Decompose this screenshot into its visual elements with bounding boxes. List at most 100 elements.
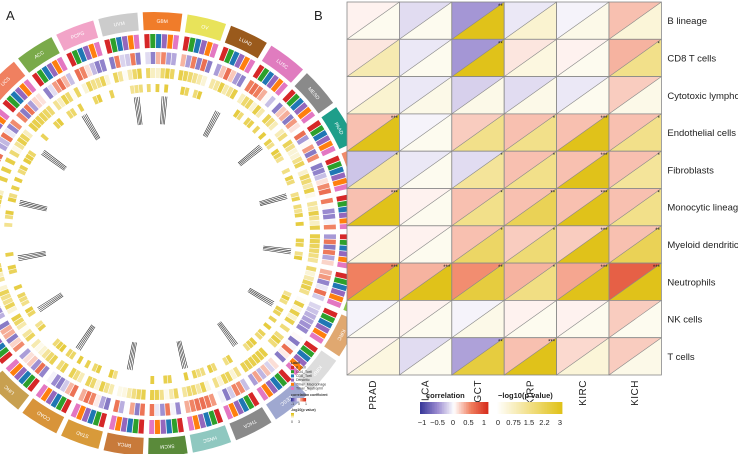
pval-track-cell (150, 68, 156, 79)
heatmap-diagonal (399, 188, 452, 227)
corr-track-cell (256, 88, 268, 102)
corr-track-cell (306, 153, 320, 163)
pval-legend-bar (538, 402, 541, 414)
heatmap-diagonal (399, 150, 452, 189)
pval-track-cell (107, 383, 115, 395)
corr-legend-bar (428, 402, 431, 414)
pval-track-cell (4, 157, 16, 166)
pval-track-cell (136, 389, 142, 400)
pval-legend-bar (497, 402, 500, 414)
pval-track-cell (204, 380, 212, 392)
significance-star: *** (600, 265, 608, 271)
inner-track-cell (52, 338, 61, 347)
corr-track-cell (203, 395, 212, 409)
corr-track-cell (319, 268, 333, 276)
label-track-cell (332, 282, 348, 292)
significance-star: * (658, 191, 661, 197)
significance-star: * (500, 153, 503, 159)
inner-track-cell (65, 348, 74, 358)
pval-track-cell (217, 82, 225, 93)
label-track-cell (290, 97, 304, 111)
segment-block (98, 12, 139, 37)
pval-track-cell (0, 175, 9, 183)
pval-track-cell (305, 265, 317, 272)
label-track-cell (257, 67, 270, 83)
circos-pval-bar (291, 417, 294, 420)
inner-track-cell (68, 350, 77, 360)
corr-track-cell (22, 351, 35, 364)
corr-legend-bar (482, 402, 485, 414)
label-track-cell (330, 172, 346, 182)
label-track-cell (247, 392, 260, 407)
pval-track-cell (121, 386, 128, 398)
label-track-cell (31, 72, 45, 87)
corr-legend-tick: −0.5 (430, 418, 445, 427)
segment-label: LUAD (238, 37, 253, 48)
label-track-cell (161, 34, 168, 49)
circos-legend-label: CD8_Tcell (296, 374, 312, 378)
corr-legend-tick: 0.5 (463, 418, 473, 427)
heatmap-diagonal (556, 300, 610, 338)
corr-track-cell (221, 388, 231, 401)
heatmap-diagonal (504, 150, 557, 189)
corr-track-cell (60, 75, 71, 88)
label-track-cell (309, 332, 324, 344)
corr-track-cell (159, 403, 166, 416)
heatmap-diagonal (346, 262, 400, 301)
label-track-cell (40, 387, 53, 402)
corr-track-cell (194, 57, 203, 71)
corr-track-cell (154, 403, 160, 416)
label-track-cell (234, 53, 245, 69)
circos-corr-tick: 0 (298, 402, 300, 406)
pval-legend-bar (502, 402, 505, 414)
heatmap-diagonal (504, 1, 557, 40)
pval-track-cell (90, 79, 98, 90)
inner-track-cell (295, 238, 304, 243)
heatmap-diagonal (608, 225, 662, 264)
pval-track-cell (16, 321, 27, 331)
label-track-cell (269, 376, 283, 391)
corr-legend-bar (452, 402, 455, 414)
heatmap-diagonal (346, 225, 400, 264)
corr-legend-bar (484, 402, 487, 414)
corr-track-cell (312, 167, 326, 177)
label-track-cell (66, 52, 77, 67)
pval-track-cell (277, 132, 288, 142)
column-label: KIRC (578, 380, 589, 406)
label-track-cell (203, 412, 212, 427)
pval-track-cell (186, 385, 193, 397)
corr-track-cell (321, 259, 334, 266)
label-track-cell (309, 124, 325, 137)
corr-legend-bar (442, 402, 445, 414)
inner-track-cell (252, 125, 261, 134)
inner-track-cell (20, 299, 30, 307)
corr-legend-bar (426, 402, 429, 414)
annotation-line (18, 255, 47, 261)
pval-track-cell (270, 334, 282, 345)
corr-track-cell (322, 208, 335, 215)
annotation-line (75, 324, 93, 348)
segment-label: PCPG (70, 30, 85, 41)
corr-track-cell (298, 319, 312, 330)
corr-track-cell (293, 130, 307, 141)
pval-track-cell (28, 122, 39, 133)
annotation-line (43, 151, 66, 169)
pval-legend-bar (529, 402, 532, 414)
label-track-cell (81, 407, 92, 423)
corr-legend-bar (477, 402, 480, 414)
label-track-cell (297, 106, 312, 120)
corr-track-cell (0, 136, 11, 147)
pval-track-cell (271, 124, 282, 135)
corr-track-cell (31, 96, 43, 109)
annotation-line (133, 97, 139, 126)
inner-track-cell (56, 117, 65, 127)
corr-track-cell (263, 360, 276, 373)
pval-track-cell (216, 375, 225, 387)
pval-track-cell (4, 301, 16, 310)
pval-legend-bar (543, 402, 546, 414)
corr-track-cell (199, 58, 208, 72)
row-label: Fibroblasts (667, 165, 714, 176)
label-track-cell (126, 418, 134, 433)
corr-track-cell (247, 373, 259, 386)
